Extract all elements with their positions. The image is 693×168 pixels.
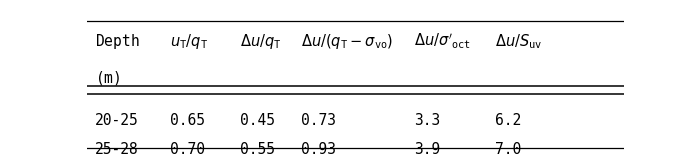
Text: 7.0: 7.0 [495, 142, 521, 157]
Text: 20-25: 20-25 [95, 113, 139, 128]
Text: $\Delta u/q_{\mathtt{T}}$: $\Delta u/q_{\mathtt{T}}$ [240, 32, 281, 51]
Text: $\Delta u/(q_{\mathtt{T}}-\sigma_{\mathtt{vo}})$: $\Delta u/(q_{\mathtt{T}}-\sigma_{\matht… [301, 32, 394, 51]
Text: 0.65: 0.65 [170, 113, 205, 128]
Text: 3.9: 3.9 [414, 142, 441, 157]
Text: 25-28: 25-28 [95, 142, 139, 157]
Text: $\mathtt{(m)}$: $\mathtt{(m)}$ [95, 69, 120, 87]
Text: $\Delta u/\sigma'_{\mathtt{oct}}$: $\Delta u/\sigma'_{\mathtt{oct}}$ [414, 32, 471, 51]
Text: $u_{\mathtt{T}}/q_{\mathtt{T}}$: $u_{\mathtt{T}}/q_{\mathtt{T}}$ [170, 32, 208, 51]
Text: 3.3: 3.3 [414, 113, 441, 128]
Text: $\mathtt{Depth}$: $\mathtt{Depth}$ [95, 32, 139, 51]
Text: 0.73: 0.73 [301, 113, 337, 128]
Text: 0.45: 0.45 [240, 113, 274, 128]
Text: 0.55: 0.55 [240, 142, 274, 157]
Text: $\Delta u/S_{\mathtt{uv}}$: $\Delta u/S_{\mathtt{uv}}$ [495, 32, 542, 51]
Text: 6.2: 6.2 [495, 113, 521, 128]
Text: 0.70: 0.70 [170, 142, 205, 157]
Text: 0.93: 0.93 [301, 142, 337, 157]
